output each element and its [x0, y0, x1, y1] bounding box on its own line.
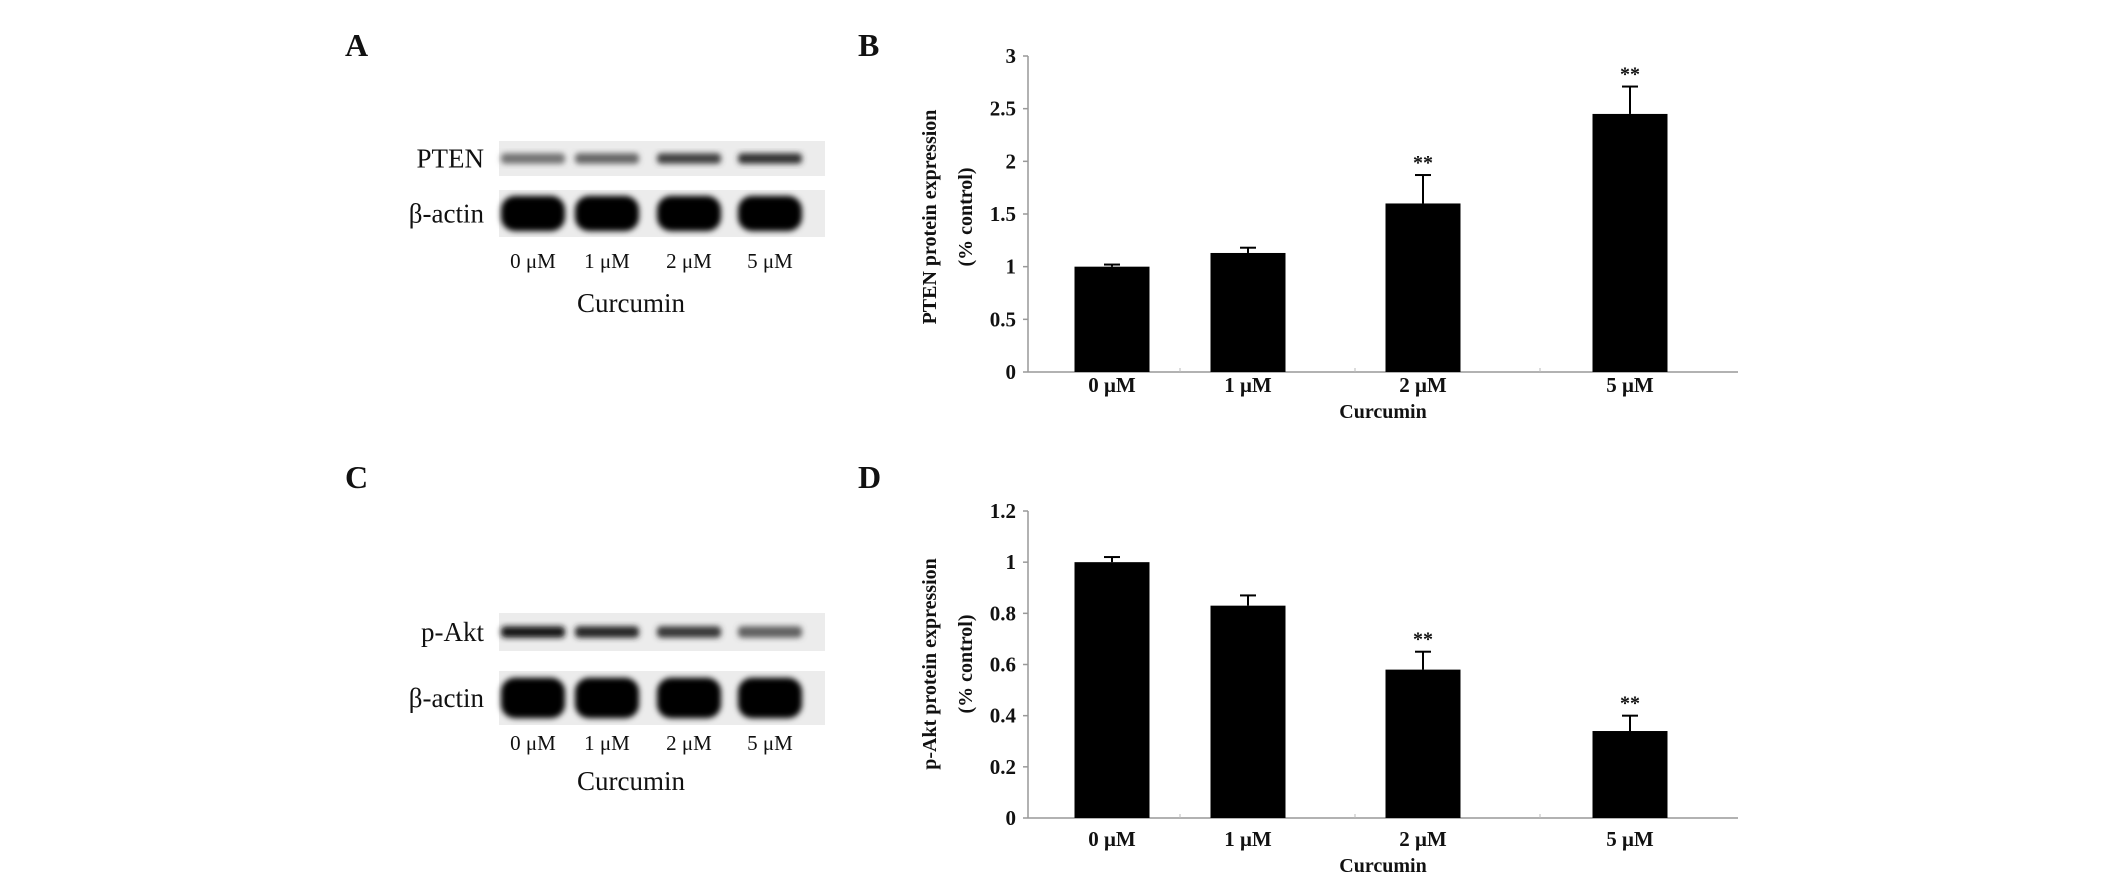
y-tick-label: 0 — [1006, 806, 1017, 830]
y-tick-label: 1.5 — [990, 202, 1016, 226]
significance-marker: ** — [1413, 152, 1433, 174]
bar — [1592, 731, 1668, 818]
significance-marker: ** — [1413, 629, 1433, 651]
y-tick-label: 1 — [1006, 550, 1017, 574]
y-tick-label: 0.4 — [990, 704, 1017, 728]
y-tick-label: 0.2 — [990, 755, 1016, 779]
blot-band — [575, 626, 639, 638]
blot-band — [738, 153, 802, 164]
panel-label-b: B — [858, 27, 879, 63]
blot-row-label: β-actin — [409, 199, 485, 229]
blot-band — [738, 195, 802, 232]
x-tick-label: 2 μM — [1399, 827, 1447, 851]
y-tick-label: 0 — [1006, 360, 1017, 384]
y-tick-label: 0.6 — [990, 653, 1016, 677]
blot-lane-label: 1 μM — [584, 249, 630, 273]
blot-lane-label: 0 μM — [510, 249, 556, 273]
y-tick-label: 1.2 — [990, 499, 1016, 523]
y-tick-label: 3 — [1006, 44, 1017, 68]
bar — [1385, 203, 1461, 372]
blot-band — [501, 195, 565, 232]
blot-band — [657, 195, 721, 232]
blot-row-label: PTEN — [417, 144, 485, 174]
blot-band — [657, 153, 721, 164]
blot-lane-label: 0 μM — [510, 731, 556, 755]
blot-row-label: p-Akt — [421, 617, 484, 647]
blot-band — [657, 677, 721, 719]
blot-band — [501, 153, 565, 164]
significance-marker: ** — [1620, 64, 1640, 86]
blot-band — [575, 195, 639, 232]
x-tick-label: 1 μM — [1224, 827, 1272, 851]
y-axis-label: p-Akt protein expression — [919, 558, 941, 770]
x-tick-label: 0 μM — [1088, 373, 1136, 397]
blot-band — [738, 677, 802, 719]
blot-lane-label: 2 μM — [666, 249, 712, 273]
y-axis-label: PTEN protein expression — [919, 110, 941, 325]
blot-row-label: β-actin — [409, 683, 485, 713]
blot-band — [575, 677, 639, 719]
blot-band — [657, 626, 721, 638]
bar — [1074, 266, 1150, 372]
bar — [1210, 605, 1286, 818]
chart-d: 0 0.2 0.4 0.6 0.8 1 1.2 0 μM 1 μM ** 2 μM ** 5 μM Cur… — [919, 499, 1738, 877]
significance-marker: ** — [1620, 693, 1640, 715]
bar-charts: 0 0.5 1 1.5 2 2.5 3 0 μM 1 μM ** 2 μM ** 5 μM Curcumi… — [919, 44, 1738, 877]
bar — [1074, 562, 1150, 818]
x-tick-label: 2 μM — [1399, 373, 1447, 397]
blot-panel-c: p-Akt β-actin 0 μM 1 μM 2 μM 5 μM Curcumin — [409, 613, 825, 796]
x-tick-label: 5 μM — [1606, 373, 1654, 397]
blot-band — [575, 153, 639, 164]
x-axis-label: Curcumin — [1339, 855, 1426, 877]
y-tick-label: 0.8 — [990, 601, 1016, 625]
x-tick-label: 0 μM — [1088, 827, 1136, 851]
panel-label-d: D — [858, 459, 881, 495]
x-tick-label: 1 μM — [1224, 373, 1272, 397]
blot-lane-label: 2 μM — [666, 731, 712, 755]
blot-lane-label: 5 μM — [747, 731, 793, 755]
y-tick-label: 0.5 — [990, 307, 1016, 331]
x-tick-label: 5 μM — [1606, 827, 1654, 851]
blot-lane-label: 5 μM — [747, 249, 793, 273]
blot-x-label: Curcumin — [577, 288, 685, 318]
bar — [1385, 669, 1461, 818]
blot-lane-label: 1 μM — [584, 731, 630, 755]
y-axis-label-unit: (% control) — [955, 167, 977, 266]
y-tick-label: 2.5 — [990, 97, 1016, 121]
panel-label-c: C — [345, 459, 368, 495]
bar — [1592, 113, 1668, 372]
chart-b: 0 0.5 1 1.5 2 2.5 3 0 μM 1 μM ** 2 μM ** 5 μM Curcumi… — [919, 44, 1738, 423]
blot-x-label: Curcumin — [577, 766, 685, 796]
blot-band — [738, 626, 802, 638]
blot-band — [501, 626, 565, 638]
panel-label-a: A — [345, 27, 368, 63]
y-tick-label: 1 — [1006, 255, 1017, 279]
y-axis-label-unit: (% control) — [955, 614, 977, 713]
x-axis-label: Curcumin — [1339, 401, 1426, 423]
bar — [1210, 252, 1286, 372]
y-tick-label: 2 — [1006, 149, 1017, 173]
blot-band — [501, 677, 565, 719]
blot-panel-a: PTEN β-actin 0 μM 1 μM 2 μM 5 μM Curcumin — [409, 141, 825, 318]
